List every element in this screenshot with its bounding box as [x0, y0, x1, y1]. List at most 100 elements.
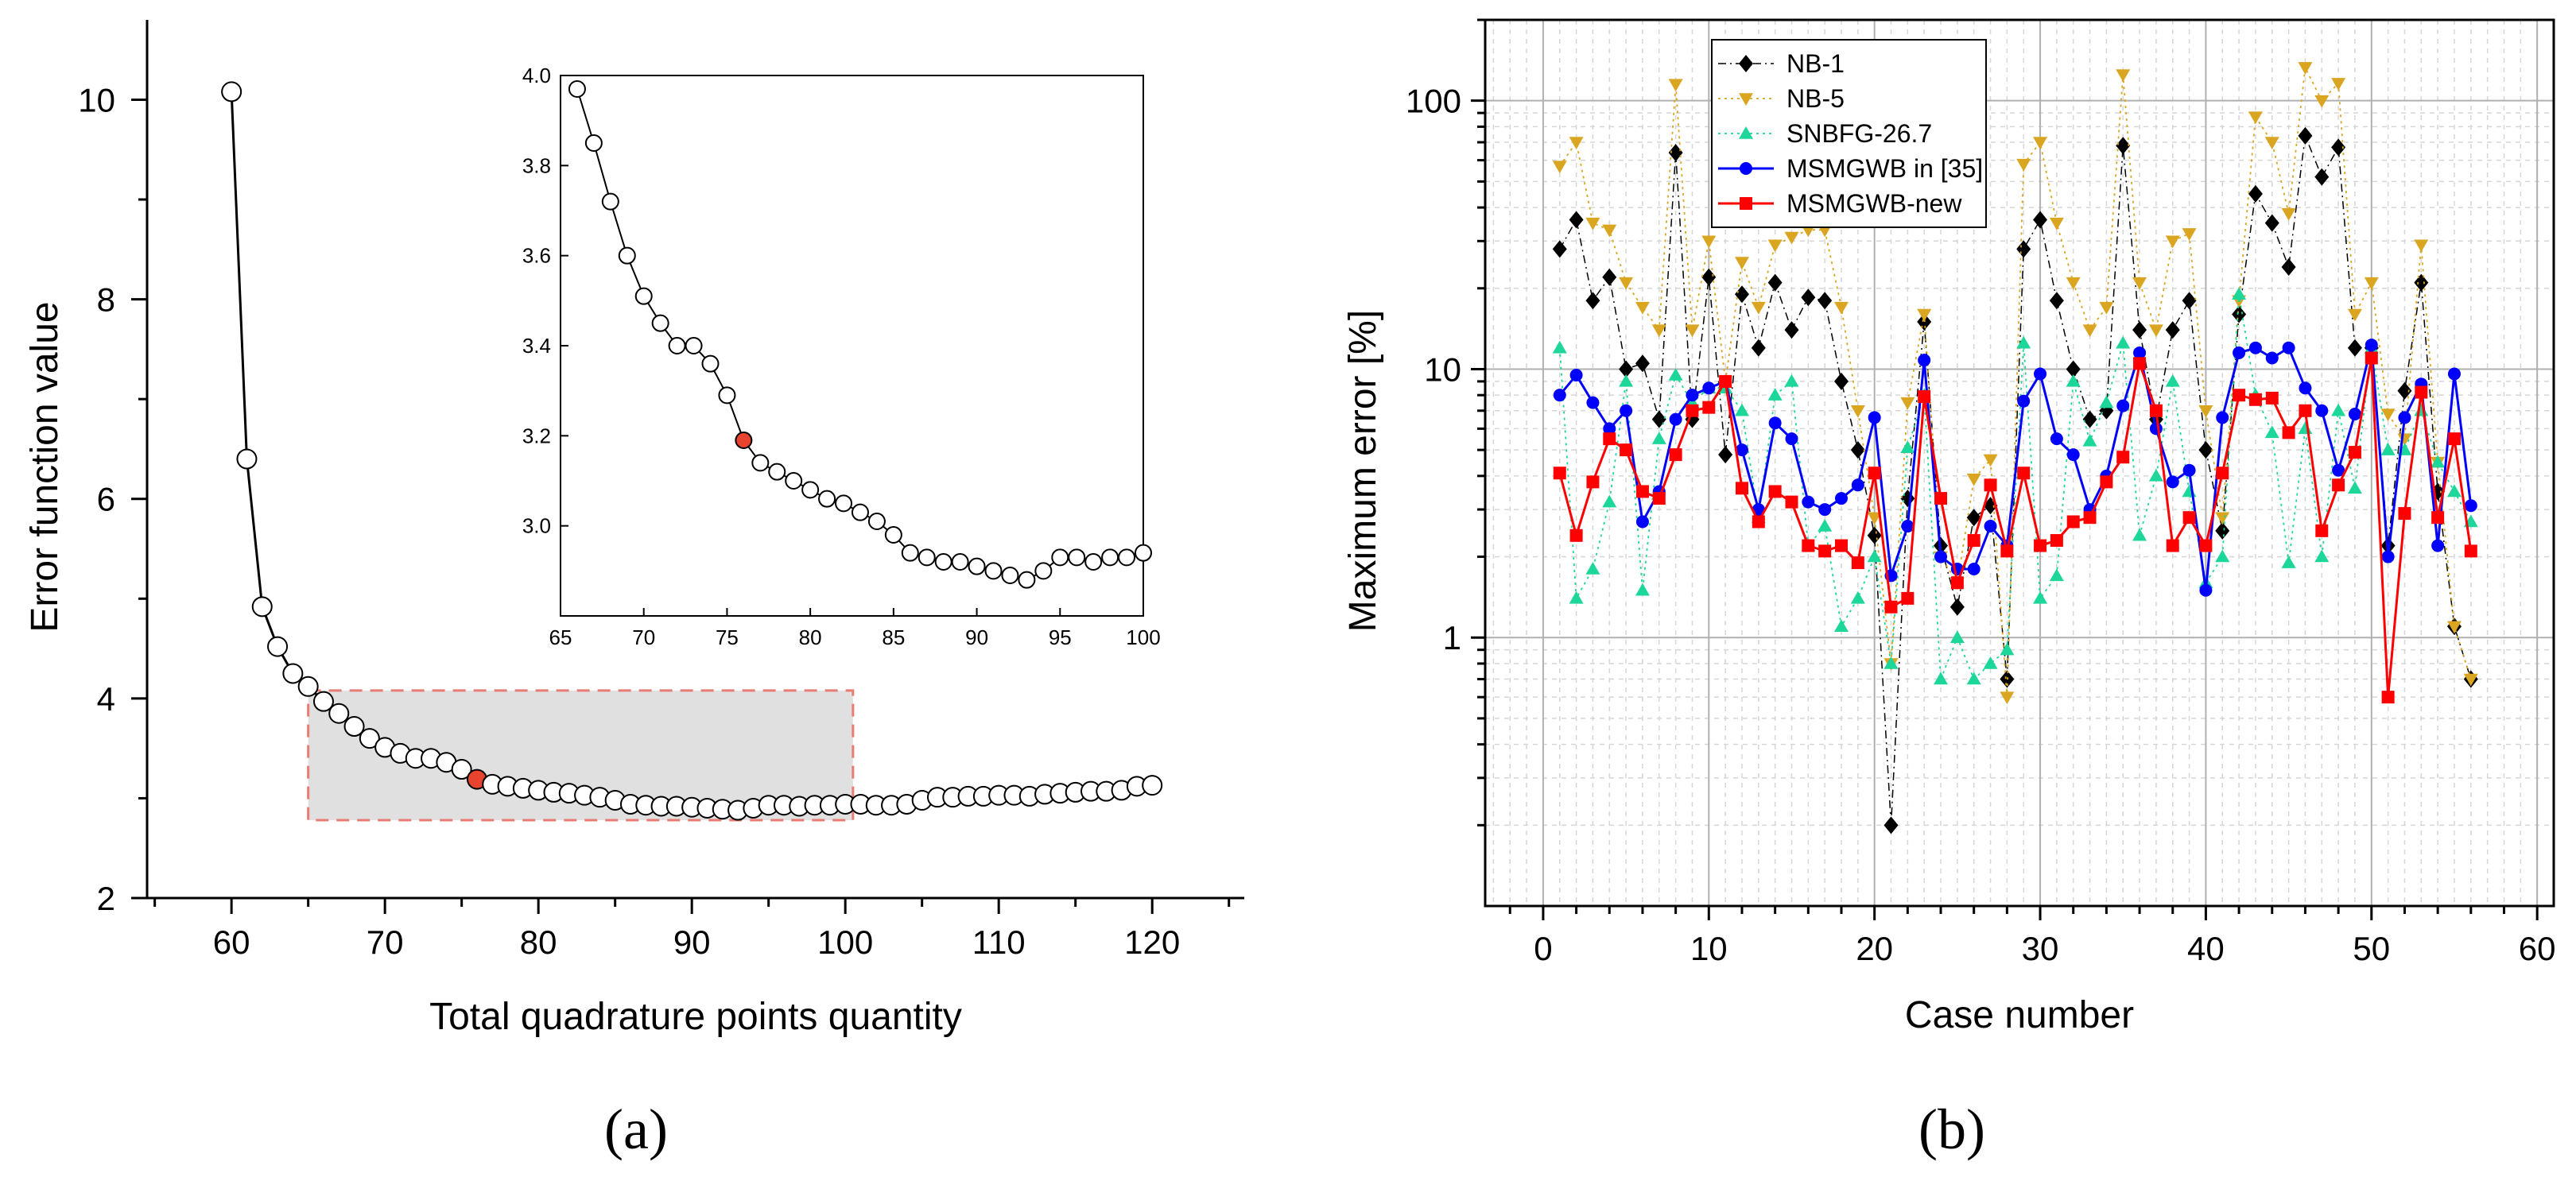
- data-point: [2099, 395, 2114, 408]
- data-point: [2116, 335, 2131, 349]
- data-point: [1701, 268, 1717, 286]
- data-point: [2248, 341, 2262, 354]
- data-point: [2216, 411, 2229, 424]
- data-point: [1651, 410, 1666, 428]
- data-point: [2281, 207, 2296, 221]
- data-point: [2398, 507, 2411, 521]
- data-point: [1635, 354, 1650, 373]
- inset-data-point: [1118, 548, 1136, 567]
- inset-points: [568, 80, 1152, 589]
- inset-data-point: [968, 557, 986, 575]
- data-point: [1767, 273, 1783, 292]
- inset-data-point: [1101, 548, 1119, 567]
- x-tick-label: 70: [367, 923, 404, 961]
- data-point: [1900, 440, 1915, 453]
- x-tick-label: 20: [1856, 930, 1893, 967]
- data-point: [2248, 393, 2262, 406]
- data-point: [1735, 482, 1748, 495]
- panel-b-series: [1552, 62, 2478, 834]
- data-point: [1784, 321, 1799, 339]
- inset-data-point: [884, 526, 902, 544]
- data-point: [2083, 511, 2097, 525]
- data-point: [1669, 412, 1682, 426]
- data-point: [2463, 673, 2478, 687]
- data-point: [1966, 473, 1981, 486]
- data-point: [1619, 374, 1634, 387]
- data-point: [2447, 432, 2461, 446]
- data-point: [1901, 520, 1915, 533]
- data-point: [1651, 432, 1666, 444]
- panel-b-x-axis-label: Case number: [1905, 994, 2134, 1036]
- inset-y-tick-label: 3.0: [522, 514, 551, 538]
- data-point: [2233, 346, 2246, 359]
- inset-data-point: [618, 246, 636, 265]
- data-point: [2215, 521, 2230, 540]
- data-point: [2116, 399, 2130, 412]
- data-point: [2264, 425, 2279, 439]
- data-point: [2099, 301, 2114, 315]
- data-point: [1834, 619, 1849, 632]
- inset-x-tick-label: 85: [882, 625, 905, 649]
- data-point: [1917, 308, 1932, 322]
- panel-a-points: [221, 81, 1163, 821]
- data-point: [1734, 403, 1749, 416]
- data-point: [1751, 339, 1766, 357]
- data-point: [2446, 621, 2462, 634]
- data-point: [2148, 324, 2163, 338]
- y-tick-label: 100: [1406, 83, 1461, 120]
- series-line: [1559, 64, 2472, 698]
- data-point: [1835, 539, 1848, 552]
- data-point: [2298, 62, 2313, 75]
- data-point: [221, 81, 242, 103]
- data-point: [1949, 598, 1965, 616]
- data-point: [2265, 351, 2279, 365]
- data-point: [2414, 239, 2429, 253]
- data-point: [2447, 367, 2461, 381]
- data-point: [2381, 550, 2395, 563]
- data-point: [2347, 481, 2362, 494]
- data-point: [1918, 390, 1931, 404]
- data-point: [2332, 463, 2345, 477]
- data-point: [2265, 391, 2279, 405]
- data-point: [2016, 158, 2031, 172]
- data-point: [1784, 231, 1799, 245]
- x-tick-label: 80: [520, 923, 557, 961]
- data-point: [1983, 454, 1998, 467]
- data-point: [2033, 211, 2048, 229]
- data-point: [1801, 288, 1816, 307]
- data-point: [1884, 600, 1898, 614]
- data-point: [1950, 576, 1964, 590]
- data-point: [1834, 372, 1849, 390]
- series-msmgwb-new: [1553, 351, 2477, 704]
- data-point: [2165, 374, 2180, 387]
- data-point: [2414, 403, 2429, 416]
- inset-tick-labels: 65 70 75 80 85 90 95 100 3.0 3.2 3.4 3.6 3.8 4.0: [522, 64, 1161, 649]
- inset-data-point: [651, 314, 669, 332]
- data-point: [2365, 351, 2378, 365]
- data-point: [2299, 404, 2312, 417]
- data-point: [2132, 528, 2147, 541]
- data-point: [2182, 292, 2197, 310]
- data-point: [1702, 381, 1716, 395]
- data-point: [2132, 277, 2147, 290]
- data-point: [1850, 405, 1865, 418]
- data-point: [2182, 228, 2197, 241]
- data-point: [2133, 346, 2147, 359]
- data-point: [2082, 324, 2097, 338]
- data-point: [1701, 235, 1717, 249]
- data-point: [1734, 257, 1749, 270]
- inset-x-tick-label: 100: [1126, 625, 1160, 649]
- inset-data-point: [1135, 544, 1152, 562]
- data-point: [1718, 446, 1733, 464]
- data-point: [2066, 277, 2081, 290]
- data-point: [1668, 79, 1683, 92]
- inset-y-tick-label: 3.6: [522, 244, 551, 268]
- data-point: [1949, 630, 1965, 643]
- data-point: [1569, 528, 1583, 542]
- data-point: [2397, 381, 2412, 400]
- data-point: [1602, 224, 1617, 238]
- data-point: [2133, 357, 2147, 370]
- data-point: [2198, 441, 2213, 459]
- panel-b-chart: 0 10 20 30 40 50 60 1 10 100 NB-1 NB-5 SNBFG-26.7 MS…: [1342, 18, 2556, 1036]
